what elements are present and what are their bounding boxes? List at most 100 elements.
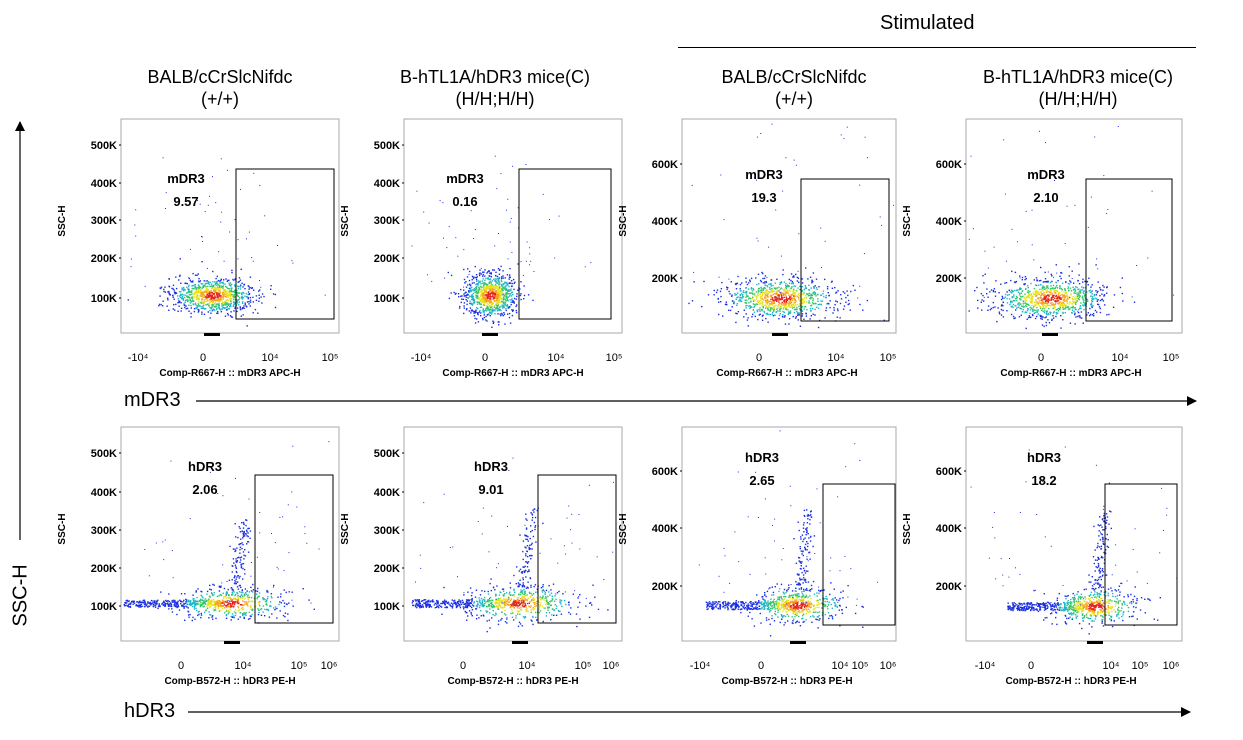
- stimulated-label: Stimulated: [880, 12, 975, 34]
- x-tick-label: 10⁴: [828, 352, 845, 364]
- y-tick-label: 200K: [936, 581, 962, 593]
- y-tick-label: 600K: [652, 159, 678, 171]
- x-tick-label: 0: [758, 660, 764, 672]
- gate-rectangle: [254, 474, 334, 624]
- y-tick-label: 500K: [91, 448, 117, 460]
- y-tick-label: 400K: [936, 216, 962, 228]
- x-tick-label: 0: [178, 660, 184, 672]
- x-axis-title: Comp-B572-H :: hDR3 PE-H: [721, 676, 852, 687]
- y-tick-label: 200K: [652, 273, 678, 285]
- plot-frame: [403, 118, 623, 334]
- x-tick-label: 10⁶: [603, 660, 620, 672]
- x-tick-cluster: [1042, 333, 1058, 336]
- plot-frame: [120, 118, 340, 334]
- column-title-line1: B-hTL1A/hDR3 mice(C): [399, 67, 591, 87]
- gate-value: 2.06: [192, 482, 217, 497]
- y-axis-title: SSC-H: [618, 205, 629, 236]
- gate-value: 18.2: [1031, 473, 1056, 488]
- y-axis-title: SSC-H: [902, 205, 913, 236]
- plot-frame: [681, 118, 897, 334]
- y-tick-label: 400K: [652, 216, 678, 228]
- column-title-4: B-hTL1A/hDR3 mice(C) (H/H;H/H): [948, 66, 1208, 110]
- x-tick-label: 10⁵: [322, 352, 339, 364]
- x-tick-label: 10⁴: [1112, 352, 1129, 364]
- gate-rectangle: [235, 168, 335, 320]
- x-axis-title: Comp-B572-H :: hDR3 PE-H: [447, 676, 578, 687]
- x-tick-label: 10⁵: [1163, 352, 1180, 364]
- event-dots: [688, 123, 894, 329]
- x-tick-label: 10⁵: [291, 660, 308, 672]
- y-tick-label: 400K: [91, 178, 117, 190]
- y-tick-label: 200K: [652, 581, 678, 593]
- x-tick-label: 0: [482, 352, 488, 364]
- x-axis-title: Comp-R667-H :: mDR3 APC-H: [1000, 368, 1141, 379]
- plot-frame: [965, 118, 1183, 334]
- y-tick-label: 400K: [91, 487, 117, 499]
- x-axis-title: Comp-B572-H :: hDR3 PE-H: [164, 676, 295, 687]
- flow-panel-5: hDR3 2.06 100K 200K 300K 400K 500K SSC-H 0 10⁴ 10⁵…: [57, 426, 340, 687]
- x-tick-label: 10⁵: [1132, 660, 1149, 672]
- flow-panel-2: mDR3 0.16 100K 200K 300K 400K 500K SSC-H -10⁴ 0 10…: [340, 118, 623, 379]
- y-tick-label: 300K: [91, 525, 117, 537]
- flow-panel-7: hDR3 2.65 200K 400K 600K SSC-H -10⁴ 0 10⁴ 10⁵ 10⁶ C…: [618, 426, 897, 687]
- y-tick-label: 100K: [91, 601, 117, 613]
- x-tick-label: -10⁴: [690, 660, 711, 672]
- stimulated-bracket-line: [678, 47, 1196, 48]
- gate-label: mDR3: [446, 171, 484, 186]
- gate-label: hDR3: [1027, 450, 1061, 465]
- mdr3-axis-label: mDR3: [124, 389, 181, 411]
- y-tick-label: 100K: [374, 293, 400, 305]
- y-tick-label: 200K: [936, 273, 962, 285]
- event-dots: [698, 430, 879, 637]
- x-tick-label: 0: [1038, 352, 1044, 364]
- gate-rectangle: [518, 168, 612, 320]
- y-tick-label: 300K: [374, 215, 400, 227]
- column-title-line2: (+/+): [774, 89, 813, 109]
- hdr3-axis-label: hDR3: [124, 700, 176, 722]
- y-tick-label: 400K: [936, 523, 962, 535]
- x-axis-title: Comp-R667-H :: mDR3 APC-H: [442, 368, 583, 379]
- x-tick-label: 10⁴: [1103, 660, 1120, 672]
- x-tick-cluster: [772, 333, 788, 336]
- gate-label: mDR3: [167, 171, 205, 186]
- gate-value: 9.01: [478, 482, 503, 497]
- y-tick-label: 600K: [936, 466, 962, 478]
- y-axis-title: SSC-H: [57, 205, 68, 236]
- gate-value: 0.16: [452, 194, 477, 209]
- x-tick-cluster: [204, 333, 220, 336]
- gate-value: 19.3: [751, 190, 776, 205]
- y-tick-label: 200K: [91, 563, 117, 575]
- gate-rectangle: [537, 474, 617, 624]
- x-tick-label: 10⁶: [321, 660, 338, 672]
- y-tick-label: 500K: [374, 140, 400, 152]
- gate-label: mDR3: [745, 167, 783, 182]
- x-tick-label: 10⁴: [262, 352, 279, 364]
- event-dots: [127, 157, 326, 327]
- y-axis-title: SSC-H: [57, 513, 68, 544]
- x-tick-label: 10⁵: [880, 352, 897, 364]
- x-tick-label: 10⁵: [852, 660, 869, 672]
- event-dots: [123, 441, 330, 624]
- gate-rectangle: [1104, 483, 1178, 626]
- y-tick-label: 100K: [374, 601, 400, 613]
- x-tick-cluster: [512, 641, 528, 644]
- event-dots: [968, 126, 1175, 330]
- column-title-line1: BALB/cCrSlcNifdc: [147, 67, 293, 87]
- gate-label: hDR3: [474, 459, 508, 474]
- x-tick-label: 0: [756, 352, 762, 364]
- y-axis-title: SSC-H: [902, 513, 913, 544]
- x-tick-label: -10⁴: [975, 660, 996, 672]
- y-tick-label: 400K: [652, 523, 678, 535]
- x-axis-title: Comp-R667-H :: mDR3 APC-H: [716, 368, 857, 379]
- x-tick-label: 10⁴: [519, 660, 536, 672]
- y-tick-label: 200K: [374, 563, 400, 575]
- x-tick-label: 0: [1028, 660, 1034, 672]
- flow-panel-1: mDR3 9.57 100K 200K 300K 400K 500K SSC-H -10⁴ 0 10…: [57, 118, 340, 379]
- column-title-3: BALB/cCrSlcNifdc (+/+): [664, 66, 924, 110]
- column-title-line2: (+/+): [200, 89, 239, 109]
- column-title-line2: (H/H;H/H): [455, 89, 535, 109]
- y-tick-label: 600K: [936, 159, 962, 171]
- flow-panel-3: mDR3 19.3 200K 400K 600K SSC-H 0 10⁴ 10⁵ Comp-R66…: [618, 118, 897, 379]
- y-tick-label: 400K: [374, 487, 400, 499]
